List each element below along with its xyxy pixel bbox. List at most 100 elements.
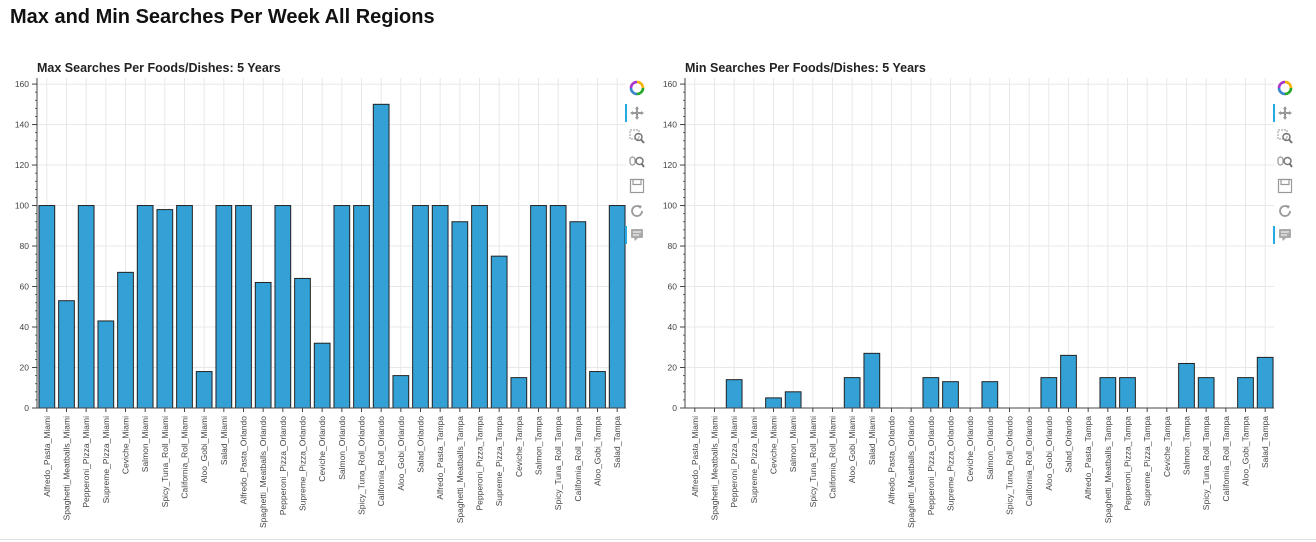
x-tick-label: Aloo_Gobi_Miami bbox=[847, 416, 857, 483]
x-tick-label: Supreme_Pizza_Tampa bbox=[494, 416, 504, 507]
bar-salmon-miami[interactable] bbox=[136, 205, 154, 409]
pan-icon[interactable] bbox=[1273, 103, 1295, 123]
bar-california-roll-tampa[interactable] bbox=[569, 221, 587, 409]
bokeh-logo-icon[interactable] bbox=[1275, 78, 1295, 98]
bar-aloo-gobi-tampa[interactable] bbox=[1237, 377, 1254, 409]
x-tick-label: Supreme_Pizza_Tampa bbox=[1142, 416, 1152, 507]
bar-ceviche-tampa[interactable] bbox=[510, 377, 528, 409]
save-icon[interactable] bbox=[627, 176, 647, 196]
x-tick-label: California_Roll_Tampa bbox=[573, 416, 583, 502]
y-tick-label: 160 bbox=[15, 79, 29, 89]
bar-spaghetti-meatballs-tampa[interactable] bbox=[451, 221, 469, 409]
min-searches-chart: 0 20 40 60 80 100 120 140 160 Alfredo_Pasta_Miami… bbox=[663, 78, 1274, 528]
reset-icon[interactable] bbox=[1275, 201, 1295, 221]
x-tick-label: Alfredo_Pasta_Miami bbox=[42, 416, 52, 497]
bar-salad-miami[interactable] bbox=[863, 352, 881, 409]
x-tick-label: Aloo_Gobi_Tampa bbox=[1241, 416, 1251, 486]
bar-pepperoni-pizza-orlando[interactable] bbox=[274, 205, 292, 409]
bar-salad-orlando[interactable] bbox=[1060, 354, 1077, 409]
pan-icon[interactable] bbox=[625, 103, 647, 123]
bar-california-roll-orlando[interactable] bbox=[372, 103, 390, 409]
bar-salmon-miami[interactable] bbox=[784, 391, 802, 409]
wheel-zoom-icon[interactable] bbox=[1275, 152, 1295, 172]
x-tick-label: Salmon_Tampa bbox=[534, 416, 544, 475]
y-tick-label: 80 bbox=[20, 241, 30, 251]
x-tick-label: Ceviche_Orlando bbox=[317, 416, 327, 482]
bar-alfredo-pasta-tampa[interactable] bbox=[431, 205, 449, 409]
x-tick-label: Salad_Tampa bbox=[1260, 416, 1270, 468]
bar-salad-miami[interactable] bbox=[215, 205, 233, 409]
bar-salad-orlando[interactable] bbox=[412, 205, 429, 409]
bar-supreme-pizza-orlando[interactable] bbox=[942, 381, 959, 409]
x-tick-label: Pepperoni_Pizza_Tampa bbox=[1123, 416, 1133, 511]
bar-supreme-pizza-orlando[interactable] bbox=[294, 277, 311, 409]
bar-spicy-tuna-roll-tampa[interactable] bbox=[1197, 377, 1215, 409]
bar-california-roll-miami[interactable] bbox=[176, 205, 193, 409]
bar-spaghetti-meatballs-tampa[interactable] bbox=[1099, 377, 1117, 409]
y-tick-label: 120 bbox=[15, 160, 29, 170]
bar-spaghetti-meatballs-orlando[interactable] bbox=[254, 281, 272, 409]
x-tick-label: Supreme_Pizza_Orlando bbox=[946, 416, 956, 511]
wheel-zoom-icon[interactable] bbox=[627, 152, 647, 172]
x-tick-label: Pepperoni_Pizza_Miami bbox=[81, 416, 91, 508]
x-tick-label: Spaghetti_Meatballs_Miami bbox=[710, 416, 720, 521]
y-tick-label: 40 bbox=[20, 322, 30, 332]
y-tick-label: 20 bbox=[20, 363, 30, 373]
bar-alfredo-pasta-miami[interactable] bbox=[38, 205, 56, 409]
x-tick-label: Salmon_Miami bbox=[788, 416, 798, 472]
y-tick-label: 60 bbox=[668, 282, 678, 292]
bar-ceviche-miami[interactable] bbox=[765, 397, 782, 409]
bar-salmon-tampa[interactable] bbox=[1178, 362, 1195, 409]
y-tick-label: 160 bbox=[663, 79, 677, 89]
x-tick-label: Ceviche_Miami bbox=[121, 416, 131, 474]
bars bbox=[725, 352, 1274, 409]
max-searches-chart-panel: 0 20 40 60 80 100 120 140 160 Alfredo_Pasta_Miami… bbox=[0, 56, 650, 536]
x-tick-label: Salad_Miami bbox=[867, 416, 877, 465]
bar-salmon-orlando[interactable] bbox=[981, 381, 999, 409]
reset-icon[interactable] bbox=[627, 201, 647, 221]
bar-aloo-gobi-orlando[interactable] bbox=[1040, 377, 1058, 409]
bar-supreme-pizza-tampa[interactable] bbox=[490, 255, 508, 409]
x-tick-label: Spaghetti_Meatballs_Tampa bbox=[455, 416, 465, 524]
x-tick-label: Pepperoni_Pizza_Orlando bbox=[926, 416, 936, 516]
hover-icon[interactable] bbox=[1273, 225, 1295, 245]
bar-ceviche-orlando[interactable] bbox=[313, 342, 331, 409]
x-tick-label: Spicy_Tuna_Roll_Miami bbox=[160, 416, 170, 507]
x-tick-label: Spaghetti_Meatballs_Miami bbox=[62, 416, 72, 521]
bar-spaghetti-meatballs-miami[interactable] bbox=[58, 300, 75, 409]
bar-aloo-gobi-tampa[interactable] bbox=[589, 371, 606, 409]
save-icon[interactable] bbox=[1275, 176, 1295, 196]
box-zoom-icon[interactable] bbox=[1275, 127, 1295, 147]
bar-spicy-tuna-roll-orlando[interactable] bbox=[353, 205, 370, 409]
bar-salmon-orlando[interactable] bbox=[333, 205, 351, 409]
bar-ceviche-miami[interactable] bbox=[117, 271, 134, 409]
bar-spicy-tuna-roll-miami[interactable] bbox=[156, 209, 174, 409]
bokeh-logo-icon[interactable] bbox=[627, 78, 647, 98]
bar-pepperoni-pizza-tampa[interactable] bbox=[1119, 377, 1136, 409]
bar-pepperoni-pizza-orlando[interactable] bbox=[922, 377, 940, 409]
y-tick-label: 140 bbox=[15, 120, 29, 130]
bar-pepperoni-pizza-miami[interactable] bbox=[77, 205, 95, 409]
x-tick-label: Salmon_Orlando bbox=[337, 416, 347, 480]
bar-salad-tampa[interactable] bbox=[608, 205, 626, 409]
x-tick-label: Aloo_Gobi_Miami bbox=[199, 416, 209, 483]
bar-pepperoni-pizza-miami[interactable] bbox=[725, 379, 743, 409]
bar-aloo-gobi-miami[interactable] bbox=[843, 377, 861, 409]
bar-salad-tampa[interactable] bbox=[1256, 356, 1274, 409]
bar-alfredo-pasta-orlando[interactable] bbox=[235, 205, 252, 409]
x-tick-label: California_Roll_Miami bbox=[180, 416, 190, 499]
bar-salmon-tampa[interactable] bbox=[530, 205, 547, 409]
x-tick-label: Spicy_Tuna_Roll_Orlando bbox=[1005, 416, 1015, 515]
chart-title: Max Searches Per Foods/Dishes: 5 Years bbox=[37, 61, 281, 75]
box-zoom-icon[interactable] bbox=[627, 127, 647, 147]
bar-aloo-gobi-orlando[interactable] bbox=[392, 375, 410, 409]
bar-supreme-pizza-miami[interactable] bbox=[97, 320, 115, 409]
hover-icon[interactable] bbox=[625, 225, 647, 245]
bar-pepperoni-pizza-tampa[interactable] bbox=[471, 205, 488, 409]
x-tick-label: Alfredo_Pasta_Miami bbox=[690, 416, 700, 497]
y-axis: 0 20 40 60 80 100 120 140 160 bbox=[663, 79, 685, 413]
bar-aloo-gobi-miami[interactable] bbox=[195, 371, 213, 409]
plot-area bbox=[685, 78, 1274, 408]
x-tick-label: Alfredo_Pasta_Tampa bbox=[1083, 416, 1093, 500]
bar-spicy-tuna-roll-tampa[interactable] bbox=[549, 205, 567, 409]
